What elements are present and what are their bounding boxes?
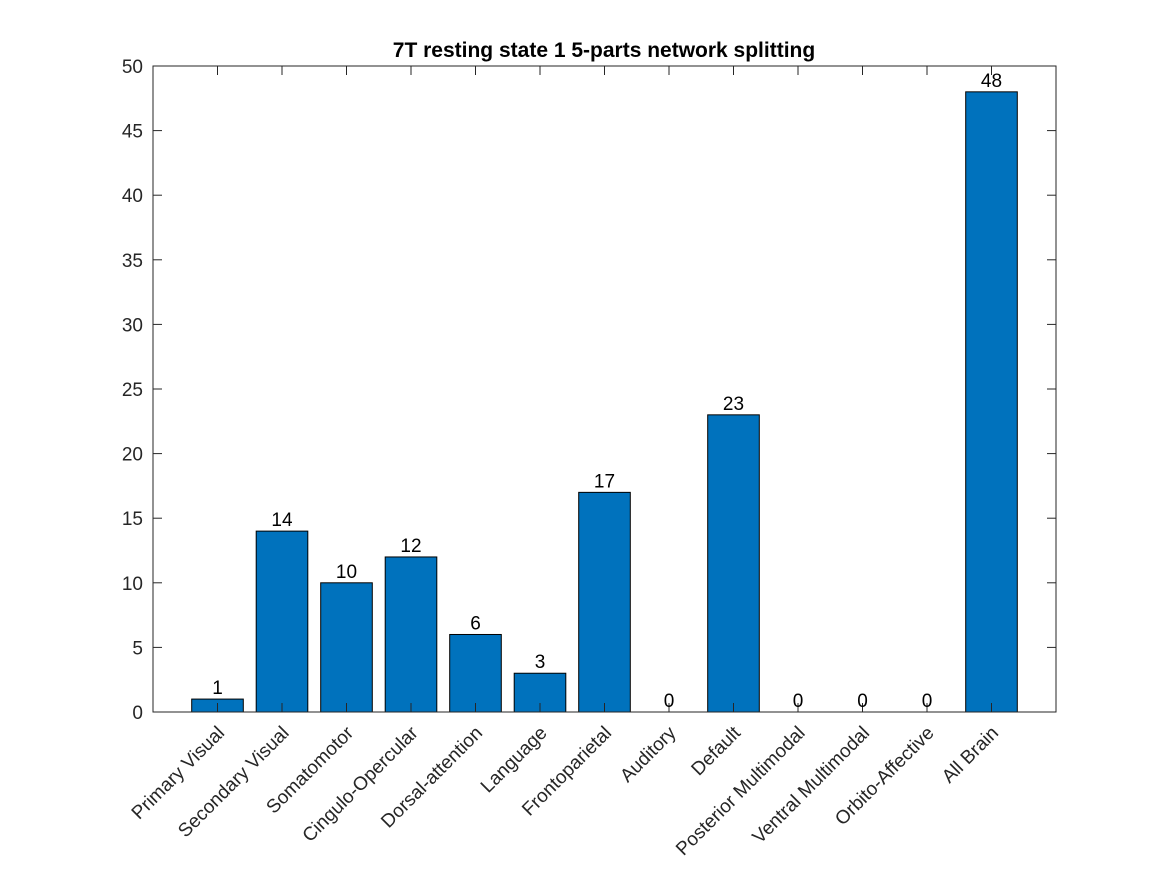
- bar: [707, 414, 760, 713]
- bar-value-label: 0: [857, 691, 868, 712]
- y-tick-label: 45: [122, 122, 143, 143]
- x-tick-label: All Brain: [938, 723, 1003, 788]
- y-tick-label: 40: [122, 186, 143, 207]
- x-tick-label: Auditory: [616, 722, 680, 786]
- y-tick-label: 15: [122, 509, 143, 530]
- x-tick-label: Cingulo-Opercular: [299, 722, 423, 846]
- bar-value-label: 23: [723, 394, 744, 415]
- bar: [255, 530, 309, 713]
- y-tick-label: 25: [122, 380, 143, 401]
- y-tick-label: 5: [132, 638, 143, 659]
- bar-value-label: 48: [981, 71, 1002, 92]
- y-tick-label: 30: [122, 315, 143, 336]
- bar: [449, 633, 502, 713]
- bar-value-label: 0: [664, 691, 675, 712]
- axes-layer: [152, 65, 1057, 713]
- bar-value-label: 12: [400, 536, 421, 557]
- bars-layer: [191, 91, 1018, 713]
- x-tick-label: Default: [688, 722, 746, 780]
- bar: [578, 491, 631, 713]
- bar-value-label: 10: [336, 562, 357, 583]
- bar: [384, 556, 438, 713]
- bar: [965, 91, 1018, 713]
- bar-value-label: 17: [594, 471, 615, 492]
- bar-value-label: 0: [922, 691, 933, 712]
- labels-layer: 1 14 10 12 6 3 17 0 23 0 0 0 48 0 5 10 15 20 25 30 35 40 45 50 P…: [122, 57, 1003, 860]
- bar-value-label: 1: [212, 678, 223, 699]
- bar-value-label: 0: [793, 691, 804, 712]
- y-tick-label: 20: [122, 445, 143, 466]
- x-tick-label: Secondary Visual: [174, 723, 293, 842]
- x-tick-label: Posterior Multimodal: [672, 723, 809, 860]
- bar: [320, 582, 373, 713]
- y-tick-label: 0: [132, 703, 143, 724]
- bar-value-label: 14: [271, 510, 293, 531]
- bar-value-label: 3: [535, 652, 546, 673]
- x-tick-label: Ventral Multimodal: [749, 723, 874, 848]
- y-tick-label: 50: [122, 57, 143, 78]
- chart-title: 7T resting state 1 5-parts network split…: [393, 39, 815, 62]
- y-tick-label: 35: [122, 251, 143, 272]
- y-tick-label: 10: [122, 574, 143, 595]
- bar-value-label: 6: [470, 613, 481, 634]
